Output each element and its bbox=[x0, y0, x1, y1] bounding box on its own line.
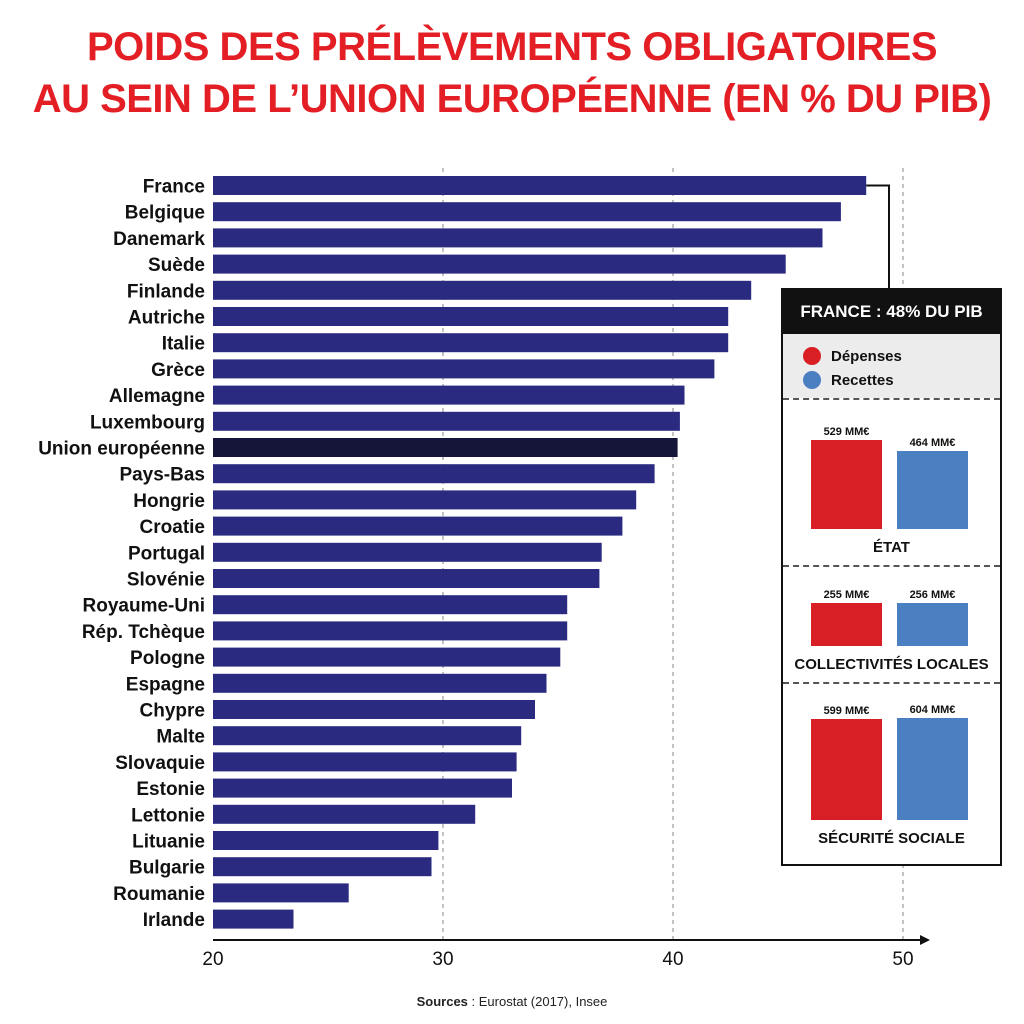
category-label: Pays-Bas bbox=[119, 465, 205, 486]
x-tick-label: 40 bbox=[662, 949, 683, 970]
category-label: Royaume-Uni bbox=[83, 596, 205, 617]
x-tick-label: 20 bbox=[202, 949, 223, 970]
bar bbox=[213, 726, 522, 746]
legend-label-depenses: Dépenses bbox=[831, 347, 902, 365]
category-label: Finlande bbox=[127, 281, 205, 302]
bar bbox=[213, 909, 294, 929]
category-label: Autriche bbox=[128, 308, 205, 329]
category-label: Pologne bbox=[130, 648, 205, 669]
recettes-value-label: 464 MM€ bbox=[909, 436, 956, 449]
bar bbox=[213, 752, 517, 772]
bar bbox=[213, 438, 678, 457]
category-label: Danemark bbox=[113, 229, 205, 250]
category-label: Slovaquie bbox=[115, 753, 205, 774]
category-label: Grèce bbox=[151, 360, 205, 381]
depenses-value-label: 255 MM€ bbox=[823, 588, 870, 601]
bar bbox=[213, 254, 786, 274]
depenses-value-label: 599 MM€ bbox=[823, 704, 870, 717]
inset-section: 255 MM€ 256 MM€ COLLECTIVITÉS LOCALES bbox=[783, 565, 1000, 682]
section-label: SÉCURITÉ SOCIALE bbox=[818, 830, 965, 847]
bar bbox=[213, 359, 715, 379]
category-label: Hongrie bbox=[133, 491, 205, 512]
inset-section: 599 MM€ 604 MM€ SÉCURITÉ SOCIALE bbox=[783, 682, 1000, 856]
depenses-bar bbox=[811, 718, 882, 820]
recettes-bar bbox=[897, 718, 968, 820]
recettes-value-label: 604 MM€ bbox=[909, 704, 956, 716]
bar bbox=[213, 857, 432, 877]
chart-title-line2: AU SEIN DE L’UNION EUROPÉENNE (EN % DU P… bbox=[32, 77, 992, 121]
bar bbox=[213, 542, 602, 562]
x-tick-label: 50 bbox=[892, 949, 913, 970]
bar bbox=[213, 176, 867, 195]
bar bbox=[213, 202, 841, 222]
section-label: ÉTAT bbox=[873, 539, 910, 556]
category-label: Bulgarie bbox=[129, 858, 205, 879]
category-label: Italie bbox=[162, 334, 205, 355]
bar bbox=[213, 385, 685, 405]
depenses-swatch-icon bbox=[803, 347, 821, 365]
bar bbox=[213, 464, 655, 484]
bar bbox=[213, 883, 349, 903]
sources-note: Sources : Eurostat (2017), Insee bbox=[0, 994, 1024, 1009]
category-label: Roumanie bbox=[113, 884, 205, 905]
bar bbox=[213, 621, 568, 641]
category-label: Lituanie bbox=[132, 832, 205, 853]
category-label: Estonie bbox=[136, 779, 205, 800]
bar bbox=[213, 778, 512, 798]
bar bbox=[213, 307, 729, 326]
depenses-value-label: 529 MM€ bbox=[823, 425, 870, 438]
bar bbox=[213, 831, 439, 850]
recettes-bar bbox=[897, 602, 968, 646]
category-label: Irlande bbox=[143, 910, 205, 931]
bar bbox=[213, 569, 600, 588]
bar bbox=[213, 516, 623, 536]
category-label: Chypre bbox=[140, 701, 205, 722]
category-label: Allemagne bbox=[109, 386, 205, 407]
category-label: Portugal bbox=[128, 543, 205, 564]
category-label: Luxembourg bbox=[90, 412, 205, 433]
bar bbox=[213, 595, 568, 615]
category-label: Lettonie bbox=[131, 805, 205, 826]
section-label: COLLECTIVITÉS LOCALES bbox=[794, 656, 989, 673]
sources-label: Sources bbox=[416, 994, 468, 1009]
category-label: Rép. Tchèque bbox=[82, 622, 205, 643]
inset-sections: 529 MM€ 464 MM€ ÉTAT 255 MM€ 256 MM€ COLLECTI… bbox=[783, 398, 1000, 856]
category-label: Malte bbox=[156, 727, 205, 748]
sources-text: : Eurostat (2017), Insee bbox=[467, 994, 608, 1009]
legend-item-depenses: Dépenses bbox=[803, 344, 1000, 368]
recettes-value-label: 256 MM€ bbox=[909, 588, 956, 601]
category-label: Slovénie bbox=[127, 570, 205, 591]
legend-label-recettes: Recettes bbox=[831, 371, 894, 389]
depenses-bar bbox=[811, 439, 882, 529]
recettes-bar bbox=[897, 450, 968, 529]
category-label: France bbox=[143, 177, 205, 198]
x-tick-label: 30 bbox=[432, 949, 453, 970]
inset-header: FRANCE : 48% DU PIB bbox=[783, 290, 1000, 334]
category-label: Espagne bbox=[126, 674, 205, 695]
bar bbox=[213, 490, 637, 510]
category-label: Suède bbox=[148, 255, 205, 276]
bar bbox=[213, 333, 729, 353]
bar bbox=[213, 673, 547, 693]
depenses-bar bbox=[811, 602, 882, 646]
bar bbox=[213, 411, 680, 431]
france-inset-panel: FRANCE : 48% DU PIB Dépenses Recettes 52… bbox=[781, 288, 1002, 866]
category-label: Union européenne bbox=[38, 439, 205, 460]
recettes-swatch-icon bbox=[803, 371, 821, 389]
axis-arrow-icon bbox=[920, 935, 930, 945]
bar bbox=[213, 280, 752, 300]
legend-item-recettes: Recettes bbox=[803, 368, 1000, 392]
bar bbox=[213, 804, 476, 824]
bar bbox=[213, 647, 561, 667]
inset-legend: Dépenses Recettes bbox=[783, 334, 1000, 398]
france-connector-line bbox=[866, 184, 890, 288]
category-label: Croatie bbox=[140, 517, 205, 538]
bar bbox=[213, 700, 535, 719]
bar bbox=[213, 228, 823, 248]
category-label: Belgique bbox=[125, 203, 205, 224]
inset-section: 529 MM€ 464 MM€ ÉTAT bbox=[783, 398, 1000, 565]
chart-title-line1: POIDS DES PRÉLÈVEMENTS OBLIGATOIRES bbox=[86, 25, 938, 69]
